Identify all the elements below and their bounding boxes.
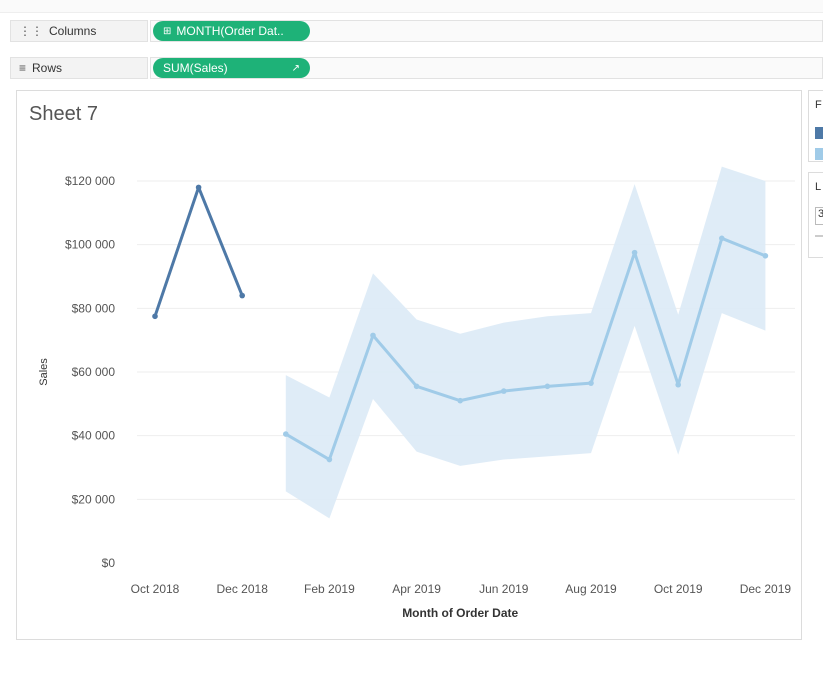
forecast-data-point: [719, 235, 725, 242]
y-tick-label: $20 000: [72, 492, 116, 506]
x-tick-label: Oct 2018: [131, 582, 180, 596]
rows-shelf: ≡ Rows SUM(Sales) ↗: [10, 57, 823, 79]
legend-title: F: [815, 99, 822, 111]
sheet-title: Sheet 7: [29, 103, 98, 125]
rows-icon: ≡: [19, 61, 27, 75]
columns-label-text: Columns: [49, 24, 97, 38]
y-tick-label: $120 000: [65, 174, 115, 188]
columns-shelf: ⋮⋮ Columns ⊞ MONTH(Order Dat..: [10, 20, 823, 42]
actual-data-point: [195, 184, 202, 191]
forecast-legend-card: F: [808, 90, 823, 162]
forecast-series-line: [284, 236, 767, 462]
forecast-data-point: [588, 380, 594, 386]
y-tick-label: $60 000: [72, 365, 116, 379]
forecast-data-point: [370, 332, 376, 339]
x-tick-label: Aug 2019: [565, 582, 617, 596]
y-tick-label: $40 000: [72, 429, 116, 443]
rows-label-text: Rows: [32, 61, 63, 75]
columns-icon: ⋮⋮: [19, 24, 43, 38]
forecast-data-point: [457, 397, 464, 404]
actual-data-point: [152, 313, 158, 320]
forecast-data-point: [544, 383, 551, 390]
columns-pill-text: MONTH(Order Dat..: [176, 24, 284, 38]
x-tick-label: Dec 2018: [217, 582, 269, 596]
x-tick-label: Oct 2019: [654, 582, 703, 596]
forecast-data-point: [501, 388, 507, 394]
parameter-card: L 3: [808, 172, 823, 258]
month-order-date-pill[interactable]: ⊞ MONTH(Order Dat..: [153, 21, 310, 41]
rows-pill-text: SUM(Sales): [163, 61, 228, 75]
forecast-data-point: [283, 431, 289, 437]
y-axis-label: Sales: [38, 358, 50, 386]
forecast-trend-icon: ↗: [291, 62, 300, 74]
legend-swatch-forecast: [815, 148, 823, 160]
line-chart: $0 $20 000 $40 000 $60 000 $80 000 $100 000 $1…: [38, 166, 795, 620]
parameter-input[interactable]: 3: [815, 207, 823, 225]
actual-data-point: [239, 292, 245, 299]
sum-sales-pill[interactable]: SUM(Sales) ↗: [153, 58, 310, 78]
x-tick-label: Dec 2019: [740, 582, 792, 596]
y-tick-label: $100 000: [65, 238, 115, 252]
y-tick-label: $0: [102, 556, 116, 570]
forecast-data-point: [675, 381, 681, 388]
top-toolbar-strip: [0, 0, 823, 13]
parameter-slider[interactable]: [815, 235, 823, 237]
parameter-title: L: [815, 181, 822, 193]
forecast-data-point: [631, 249, 638, 256]
actual-series-line: [153, 185, 244, 318]
x-axis-label: Month of Order Date: [402, 606, 518, 620]
forecast-data-point: [413, 383, 420, 390]
legend-swatch-actual: [815, 127, 823, 139]
rows-shelf-label: ≡ Rows: [10, 57, 148, 79]
sheet-view: Sheet 7 $0 $20 000 $40 000 $60 000 $80 000 $1…: [16, 90, 802, 640]
columns-shelf-label: ⋮⋮ Columns: [10, 20, 148, 42]
x-tick-label: Jun 2019: [479, 582, 529, 596]
forecast-data-point: [326, 456, 333, 463]
forecast-data-point: [762, 253, 769, 259]
x-tick-label: Apr 2019: [392, 582, 441, 596]
y-tick-label: $80 000: [72, 301, 116, 315]
x-tick-label: Feb 2019: [304, 582, 355, 596]
forecast-confidence-band: [285, 166, 766, 519]
expand-icon: ⊞: [163, 25, 172, 37]
